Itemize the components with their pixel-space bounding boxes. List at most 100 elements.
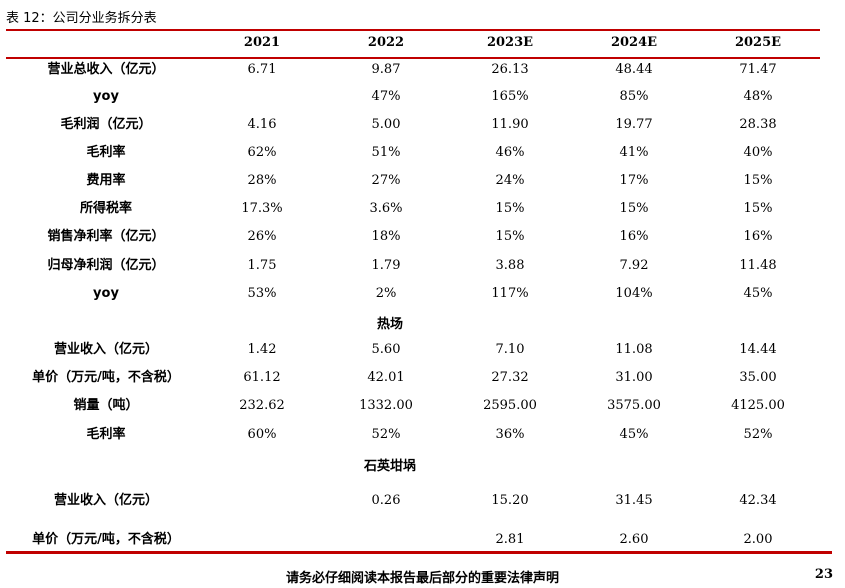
table-cell: 28%: [247, 173, 277, 188]
table-cell: 41%: [619, 145, 649, 160]
footer-disclaimer: 请务必仔细阅读本报告最后部分的重要法律声明: [285, 571, 559, 586]
table-cell: 28.38: [739, 117, 777, 132]
row-label: 销量（吨）: [73, 398, 139, 413]
table-cell: 46%: [495, 145, 525, 160]
table-cell: 17.3%: [241, 201, 283, 216]
table-cell: 15%: [495, 201, 525, 216]
table-cell: 52%: [371, 427, 401, 442]
header-top-rule: [6, 29, 820, 31]
table-cell: 48.44: [615, 62, 653, 77]
table-cell: 2.81: [495, 532, 525, 547]
row-label: 营业收入（亿元）: [53, 493, 158, 508]
table-cell: 9.87: [371, 62, 401, 77]
column-header: 2021: [243, 35, 281, 50]
table-cell: 17%: [619, 173, 649, 188]
row-label: 单价（万元/吨，不含税）: [32, 370, 180, 385]
table-cell: 40%: [743, 145, 773, 160]
table-cell: [202, 88, 322, 106]
table-title: 表 12：公司分业务拆分表: [6, 11, 157, 26]
table-cell: 27.32: [491, 370, 529, 385]
table-cell: 42.01: [367, 370, 405, 385]
column-header: 2024E: [610, 35, 658, 50]
table-cell: 1332.00: [359, 398, 413, 413]
header-bottom-rule: [6, 57, 820, 59]
column-header: 2022: [367, 35, 405, 50]
table-cell: 35.00: [739, 370, 777, 385]
row-label: 毛利润（亿元）: [60, 117, 152, 132]
table-cell: 117%: [491, 286, 529, 301]
table-cell: 11.08: [615, 342, 653, 357]
table-cell: 1.75: [247, 258, 277, 273]
section-title: 石英坩埚: [363, 459, 416, 474]
table-cell: 4.16: [247, 117, 277, 132]
table-cell: 71.47: [739, 62, 777, 77]
table-cell: 47%: [371, 89, 401, 104]
table-cell: 2595.00: [483, 398, 537, 413]
column-header: 2023E: [486, 35, 534, 50]
row-label: 营业收入（亿元）: [53, 342, 158, 357]
table-cell: 14.44: [739, 342, 777, 357]
table-cell: 62%: [247, 145, 277, 160]
table-cell: 2.00: [743, 532, 773, 547]
table-cell: 2.60: [619, 532, 649, 547]
table-cell: 15%: [619, 201, 649, 216]
table-cell: 3575.00: [607, 398, 661, 413]
table-cell: 104%: [615, 286, 653, 301]
table-cell: 232.62: [239, 398, 285, 413]
table-cell: 48%: [743, 89, 773, 104]
table-cell: 4125.00: [731, 398, 785, 413]
table-cell: 5.60: [371, 342, 401, 357]
table-cell: 1.79: [371, 258, 401, 273]
row-label: 毛利率: [86, 145, 126, 160]
table-cell: 31.00: [615, 370, 653, 385]
table-cell: 5.00: [371, 117, 401, 132]
row-label: 毛利率: [86, 427, 126, 442]
table-cell: 7.92: [619, 258, 649, 273]
table-cell: 18%: [371, 229, 401, 244]
table-cell: 7.10: [495, 342, 525, 357]
table-cell: 85%: [619, 89, 649, 104]
table-cell: 31.45: [615, 493, 653, 508]
row-label: 营业总收入（亿元）: [47, 62, 165, 77]
table-cell: [202, 531, 322, 549]
row-label: yoy: [93, 286, 119, 301]
table-cell: 19.77: [615, 117, 653, 132]
footer-rule: [6, 551, 832, 554]
table-cell: 51%: [371, 145, 401, 160]
table-cell: 15%: [743, 201, 773, 216]
table-cell: 24%: [495, 173, 525, 188]
table-cell: 36%: [495, 427, 525, 442]
table-cell: 6.71: [247, 62, 277, 77]
page-number: 23: [814, 567, 833, 582]
row-label: 归母净利润（亿元）: [47, 258, 165, 273]
table-cell: 2%: [375, 286, 397, 301]
table-cell: [202, 492, 322, 510]
table-cell: 27%: [371, 173, 401, 188]
table-cell: 53%: [247, 286, 277, 301]
column-header: 2025E: [734, 35, 782, 50]
table-cell: 15%: [495, 229, 525, 244]
table-cell: 15%: [743, 173, 773, 188]
table-cell: 60%: [247, 427, 277, 442]
table-cell: [326, 531, 446, 549]
table-cell: 16%: [743, 229, 773, 244]
row-label: yoy: [93, 89, 119, 104]
table-cell: 26%: [247, 229, 277, 244]
row-label: 所得税率: [79, 201, 132, 216]
table-cell: 165%: [491, 89, 529, 104]
row-label: 费用率: [86, 173, 126, 188]
table-cell: 1.42: [247, 342, 277, 357]
table-cell: 52%: [743, 427, 773, 442]
table-cell: 3.6%: [369, 201, 403, 216]
table-cell: 3.88: [495, 258, 525, 273]
section-title: 热场: [376, 317, 403, 332]
table-cell: 11.90: [491, 117, 529, 132]
table-cell: 42.34: [739, 493, 777, 508]
row-label: 销售净利率（亿元）: [47, 229, 165, 244]
table-cell: 0.26: [371, 493, 401, 508]
table-cell: 16%: [619, 229, 649, 244]
table-cell: 45%: [619, 427, 649, 442]
table-cell: 11.48: [739, 258, 777, 273]
table-cell: 26.13: [491, 62, 529, 77]
table-cell: 15.20: [491, 493, 529, 508]
